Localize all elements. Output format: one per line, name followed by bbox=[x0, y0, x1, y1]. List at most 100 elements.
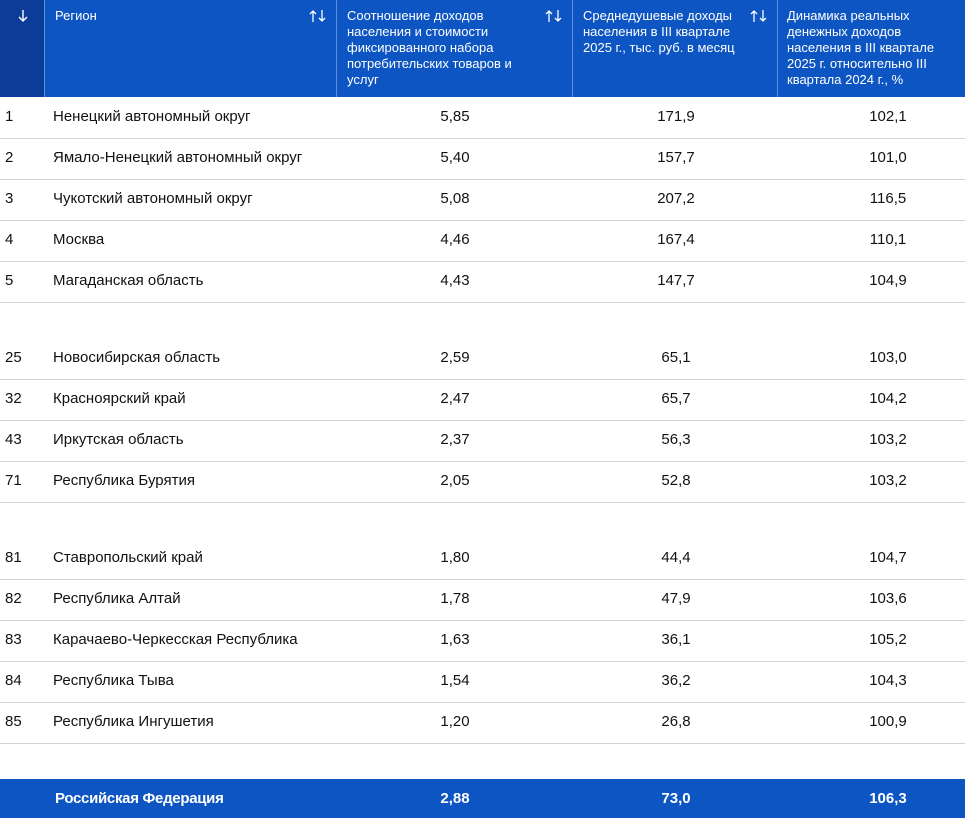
value: 171,9 bbox=[657, 108, 695, 125]
total-region: Российская Федерация bbox=[55, 790, 224, 807]
region: Республика Алтай bbox=[53, 590, 181, 607]
header-cell[interactable]: Соотношение доходов населения и стоимост… bbox=[337, 0, 573, 97]
value: 56,3 bbox=[661, 431, 691, 448]
value: 44,4 bbox=[661, 549, 691, 566]
region: Республика Тыва bbox=[53, 672, 174, 689]
sort-icon bbox=[18, 10, 28, 22]
rank: 4 bbox=[5, 231, 14, 248]
value: 104,2 bbox=[869, 390, 907, 407]
value: 157,7 bbox=[657, 149, 695, 166]
value: 101,0 bbox=[869, 149, 907, 166]
total-value: 106,3 bbox=[869, 790, 907, 807]
row-divider bbox=[0, 420, 965, 421]
header-cell: Динамика реальных денежных доходов насел… bbox=[778, 0, 965, 97]
header-text: Динамика реальных денежных доходов насел… bbox=[787, 8, 935, 87]
row-divider bbox=[0, 261, 965, 262]
value: 110,1 bbox=[869, 231, 907, 248]
region: Ненецкий автономный округ bbox=[53, 108, 251, 125]
row-divider bbox=[0, 461, 965, 462]
value: 103,6 bbox=[869, 590, 907, 607]
sort-icon bbox=[545, 10, 562, 22]
value: 2,59 bbox=[440, 349, 470, 366]
row-divider bbox=[0, 702, 965, 703]
total-row bbox=[0, 779, 965, 818]
rank: 25 bbox=[5, 349, 22, 366]
value: 100,9 bbox=[869, 713, 907, 730]
header-cell[interactable]: Регион bbox=[45, 0, 337, 97]
row-divider bbox=[0, 620, 965, 621]
sort-header[interactable] bbox=[0, 0, 45, 97]
value: 116,5 bbox=[869, 190, 907, 207]
rank: 71 bbox=[5, 472, 22, 489]
rank: 85 bbox=[5, 713, 22, 730]
value: 104,9 bbox=[869, 272, 907, 289]
row-divider bbox=[0, 179, 965, 180]
rank: 82 bbox=[5, 590, 22, 607]
value: 36,1 bbox=[661, 631, 691, 648]
value: 2,37 bbox=[440, 431, 470, 448]
value: 1,20 bbox=[440, 713, 470, 730]
row-divider bbox=[0, 502, 965, 503]
value: 1,54 bbox=[440, 672, 470, 689]
value: 2,05 bbox=[440, 472, 470, 489]
region: Красноярский край bbox=[53, 390, 186, 407]
rank: 43 bbox=[5, 431, 22, 448]
row-divider bbox=[0, 138, 965, 139]
rank: 2 bbox=[5, 149, 14, 166]
total-value: 73,0 bbox=[661, 790, 691, 807]
value: 47,9 bbox=[661, 590, 691, 607]
value: 103,0 bbox=[869, 349, 907, 366]
rank: 3 bbox=[5, 190, 14, 207]
value: 1,78 bbox=[440, 590, 470, 607]
value: 104,3 bbox=[869, 672, 907, 689]
header-text: Среднедушевые доходы населения в III ква… bbox=[583, 8, 735, 55]
region: Ямало-Ненецкий автономный округ bbox=[53, 149, 303, 166]
sort-icon bbox=[750, 10, 767, 22]
rank: 1 bbox=[5, 108, 14, 125]
rank: 83 bbox=[5, 631, 22, 648]
value: 102,1 bbox=[869, 108, 907, 125]
value: 147,7 bbox=[657, 272, 695, 289]
region: Ставропольский край bbox=[53, 549, 203, 566]
region: Иркутская область bbox=[53, 431, 184, 448]
value: 4,43 bbox=[440, 272, 470, 289]
value: 1,80 bbox=[440, 549, 470, 566]
region: Москва bbox=[53, 231, 105, 248]
value: 207,2 bbox=[657, 190, 695, 207]
value: 26,8 bbox=[661, 713, 691, 730]
row-divider bbox=[0, 579, 965, 580]
value: 4,46 bbox=[440, 231, 470, 248]
region: Республика Ингушетия bbox=[53, 713, 214, 730]
row-divider bbox=[0, 743, 965, 744]
value: 5,08 bbox=[440, 190, 470, 207]
value: 103,2 bbox=[869, 431, 907, 448]
value: 5,85 bbox=[440, 108, 470, 125]
value: 65,7 bbox=[661, 390, 691, 407]
row-divider bbox=[0, 220, 965, 221]
row-divider bbox=[0, 302, 965, 303]
region: Чукотский автономный округ bbox=[53, 190, 253, 207]
region: Карачаево-Черкесская Республика bbox=[53, 631, 298, 648]
value: 36,2 bbox=[661, 672, 691, 689]
value: 103,2 bbox=[869, 472, 907, 489]
row-divider bbox=[0, 379, 965, 380]
rank: 32 bbox=[5, 390, 22, 407]
header-text: Регион bbox=[55, 8, 97, 23]
value: 167,4 bbox=[657, 231, 695, 248]
row-divider bbox=[0, 661, 965, 662]
region: Новосибирская область bbox=[53, 349, 221, 366]
rank: 5 bbox=[5, 272, 14, 289]
total-value: 2,88 bbox=[440, 790, 470, 807]
value: 52,8 bbox=[661, 472, 691, 489]
header-cell[interactable]: Среднедушевые доходы населения в III ква… bbox=[573, 0, 778, 97]
value: 5,40 bbox=[440, 149, 470, 166]
value: 1,63 bbox=[440, 631, 470, 648]
rank: 81 bbox=[5, 549, 22, 566]
value: 105,2 bbox=[869, 631, 907, 648]
header-text: Соотношение доходов населения и стоимост… bbox=[347, 8, 512, 87]
sort-icon bbox=[309, 10, 326, 22]
rank: 84 bbox=[5, 672, 22, 689]
value: 2,47 bbox=[440, 390, 470, 407]
region: Республика Бурятия bbox=[53, 472, 195, 489]
